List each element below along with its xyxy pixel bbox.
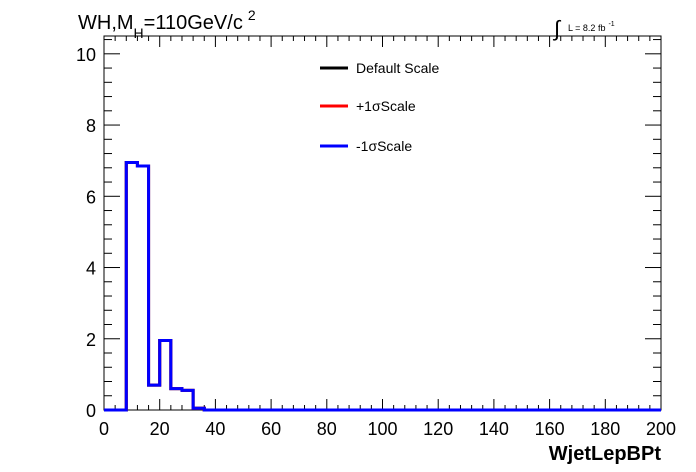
y-tick-label: 0 bbox=[86, 401, 96, 421]
integral-sign: ∫ bbox=[552, 16, 562, 41]
y-tick-label: 8 bbox=[86, 116, 96, 136]
series-line-0 bbox=[104, 160, 661, 412]
legend-label-default: Default Scale bbox=[356, 60, 439, 76]
series-line-2 bbox=[104, 160, 661, 412]
chart-title-main: WH,M bbox=[78, 12, 134, 34]
x-tick-label: 200 bbox=[646, 419, 676, 439]
x-axis-label: WjetLepBPt bbox=[549, 443, 662, 465]
x-tick-label: 160 bbox=[535, 419, 565, 439]
legend-label-plus1sigma: +1σScale bbox=[356, 98, 416, 114]
x-tick-label: 60 bbox=[261, 419, 281, 439]
legend: Default Scale +1σScale -1σScale bbox=[320, 60, 439, 154]
y-tick-label: 4 bbox=[86, 259, 96, 279]
x-tick-label: 180 bbox=[590, 419, 620, 439]
y-tick-label: 2 bbox=[86, 330, 96, 350]
chart-title: WH,MH=110GeV/c 2 bbox=[78, 7, 256, 41]
plot-frame bbox=[103, 35, 662, 411]
chart-title-sup: 2 bbox=[248, 7, 256, 23]
legend-label-minus1sigma: -1σScale bbox=[356, 138, 412, 154]
x-tick-label: 140 bbox=[479, 419, 509, 439]
x-tick-label: 20 bbox=[150, 419, 170, 439]
x-tick-label: 0 bbox=[99, 419, 109, 439]
chart-title-sub: H bbox=[134, 25, 144, 41]
x-tick-label: 100 bbox=[367, 419, 397, 439]
lumi-exponent: -1 bbox=[608, 21, 614, 28]
y-tick-label: 6 bbox=[86, 187, 96, 207]
chart-title-rest: =110GeV/c bbox=[144, 12, 243, 34]
x-tick-label: 40 bbox=[205, 419, 225, 439]
series-line-1 bbox=[104, 160, 661, 412]
y-tick-label: 10 bbox=[76, 45, 96, 65]
x-tick-label: 80 bbox=[317, 419, 337, 439]
x-tick-label: 120 bbox=[423, 419, 453, 439]
lumi-label: L = 8.2 fb -1 bbox=[568, 21, 615, 33]
lumi-text: L = 8.2 fb bbox=[568, 23, 605, 33]
